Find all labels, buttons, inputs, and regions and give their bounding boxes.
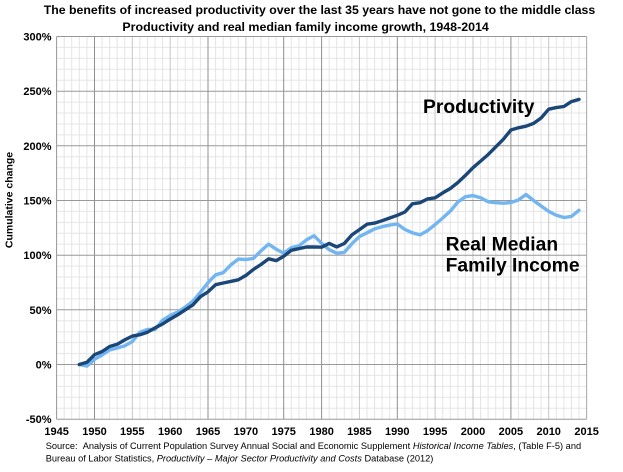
svg-text:Family Income: Family Income <box>446 255 580 276</box>
svg-text:1975: 1975 <box>271 426 295 438</box>
svg-text:1970: 1970 <box>234 426 258 438</box>
svg-text:1995: 1995 <box>423 426 447 438</box>
svg-text:1960: 1960 <box>158 426 182 438</box>
svg-text:Source: Analysis of Current P: Source: Analysis of Current Population S… <box>46 441 581 451</box>
svg-text:1950: 1950 <box>82 426 106 438</box>
svg-text:1955: 1955 <box>120 426 144 438</box>
svg-text:50%: 50% <box>29 305 51 317</box>
svg-text:1985: 1985 <box>347 426 371 438</box>
svg-text:100%: 100% <box>23 250 51 262</box>
svg-text:2000: 2000 <box>461 426 485 438</box>
svg-text:300%: 300% <box>23 32 51 44</box>
svg-text:1945: 1945 <box>44 426 68 438</box>
svg-text:150%: 150% <box>23 196 51 208</box>
svg-text:2005: 2005 <box>499 426 523 438</box>
svg-text:1990: 1990 <box>385 426 409 438</box>
svg-text:Real Median: Real Median <box>446 235 559 256</box>
svg-text:-50%: -50% <box>26 414 52 426</box>
svg-text:200%: 200% <box>23 141 51 153</box>
svg-text:0%: 0% <box>36 360 52 372</box>
svg-text:Bureau of Labor Statistics, Pr: Bureau of Labor Statistics, Productivity… <box>46 454 434 464</box>
svg-text:1965: 1965 <box>196 426 220 438</box>
svg-text:2010: 2010 <box>536 426 560 438</box>
svg-text:1980: 1980 <box>309 426 333 438</box>
svg-text:2015: 2015 <box>574 426 598 438</box>
svg-text:Cumulative change: Cumulative change <box>3 152 15 248</box>
svg-text:250%: 250% <box>23 86 51 98</box>
svg-text:Productivity: Productivity <box>423 97 535 118</box>
svg-text:Productivity and real median f: Productivity and real median family inco… <box>122 20 488 34</box>
svg-text:The benefits of increased prod: The benefits of increased productivity o… <box>44 3 596 17</box>
